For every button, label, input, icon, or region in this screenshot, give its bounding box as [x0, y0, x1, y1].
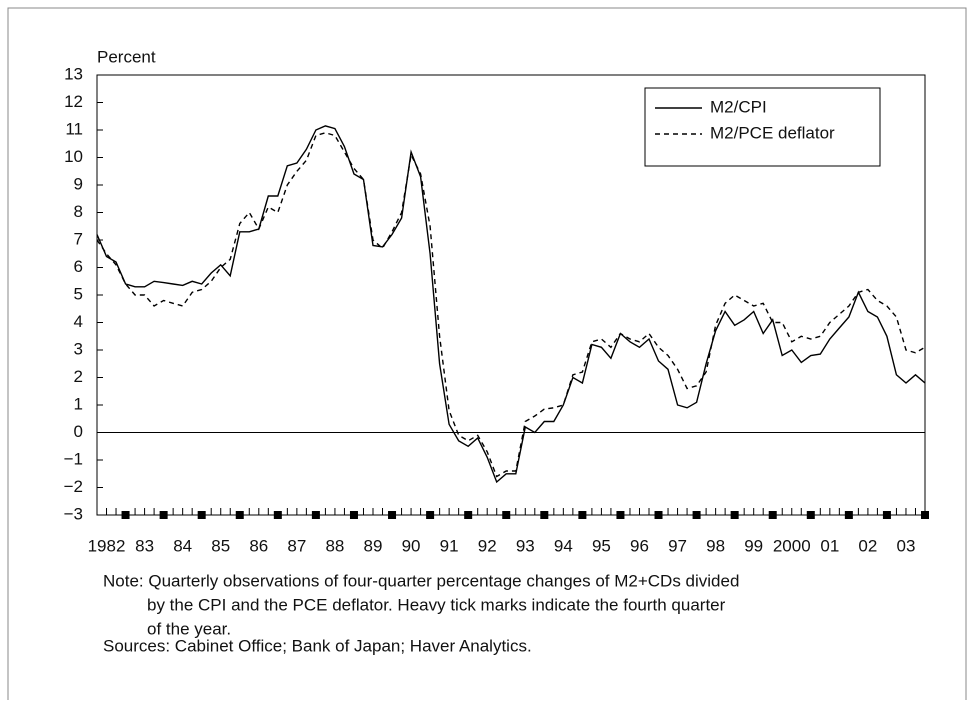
x-major-tick	[806, 511, 815, 519]
y-tick-label: 13	[64, 64, 83, 83]
x-major-tick	[616, 511, 625, 519]
x-major-tick	[159, 511, 168, 519]
x-tick-label: 02	[858, 536, 877, 555]
x-major-tick	[692, 511, 701, 519]
x-tick-label: 03	[897, 536, 916, 555]
y-tick-label: −2	[64, 477, 83, 496]
series-line	[96, 125, 926, 484]
y-tick-label: 10	[64, 147, 83, 166]
y-tick-label: −3	[64, 504, 83, 523]
y-tick-label: 4	[74, 312, 83, 331]
y-tick-label: 2	[74, 367, 83, 386]
y-tick-label: −1	[64, 449, 83, 468]
series-line	[96, 132, 926, 478]
legend-box	[644, 87, 881, 167]
x-major-tick	[235, 511, 244, 519]
x-tick-label: 91	[440, 536, 459, 555]
x-tick-label: 2000	[773, 536, 811, 555]
y-tick-label: 5	[74, 284, 83, 303]
y-tick-label: 9	[74, 174, 83, 193]
sources: Sources: Cabinet Office; Bank of Japan; …	[103, 636, 532, 655]
x-major-tick	[540, 511, 549, 519]
x-major-tick	[578, 511, 587, 519]
x-major-tick	[768, 511, 777, 519]
x-tick-label: 96	[630, 536, 649, 555]
y-tick-label: 3	[74, 339, 83, 358]
legend-label: M2/CPI	[710, 97, 767, 116]
x-tick-label: 95	[592, 536, 611, 555]
x-tick-label: 98	[706, 536, 725, 555]
x-tick-label: 89	[364, 536, 383, 555]
x-tick-label: 92	[478, 536, 497, 555]
x-tick-label: 87	[287, 536, 306, 555]
frame	[7, 7, 967, 700]
y-tick-label: 12	[64, 92, 83, 111]
x-major-tick	[882, 511, 891, 519]
x-tick-label: 84	[173, 536, 192, 555]
x-major-tick	[349, 511, 358, 519]
x-major-tick	[121, 511, 130, 519]
x-tick-label: 93	[516, 536, 535, 555]
y-tick-label: 1	[74, 394, 83, 413]
x-tick-label: 01	[820, 536, 839, 555]
x-major-tick	[464, 511, 473, 519]
x-tick-label: 88	[325, 536, 344, 555]
x-tick-label: 90	[402, 536, 421, 555]
x-major-tick	[921, 511, 929, 519]
x-major-tick	[426, 511, 435, 519]
y-tick-label: 8	[74, 202, 83, 221]
x-major-tick	[197, 511, 206, 519]
x-major-tick	[311, 511, 320, 519]
y-axis-label: Percent	[97, 47, 156, 66]
x-major-tick	[844, 511, 853, 519]
x-tick-label: 86	[249, 536, 268, 555]
x-tick-label: 94	[554, 536, 573, 555]
x-tick-label: 97	[668, 536, 687, 555]
note-line: of the year.	[147, 619, 231, 638]
note-line: Note: Quarterly observations of four-qua…	[103, 571, 739, 590]
note-line: by the CPI and the PCE deflator. Heavy t…	[147, 595, 726, 614]
x-major-tick	[730, 511, 739, 519]
x-major-tick	[502, 511, 511, 519]
y-tick-label: 6	[74, 257, 83, 276]
y-tick-label: 0	[74, 422, 83, 441]
x-major-tick	[273, 511, 282, 519]
x-major-tick	[388, 511, 397, 519]
x-tick-label: 1982	[88, 536, 126, 555]
x-tick-label: 99	[744, 536, 763, 555]
x-major-tick	[654, 511, 663, 519]
x-tick-label: 83	[135, 536, 154, 555]
y-tick-label: 7	[74, 229, 83, 248]
y-tick-label: 11	[65, 119, 83, 138]
legend-label: M2/PCE deflator	[710, 123, 835, 142]
x-tick-label: 85	[211, 536, 230, 555]
